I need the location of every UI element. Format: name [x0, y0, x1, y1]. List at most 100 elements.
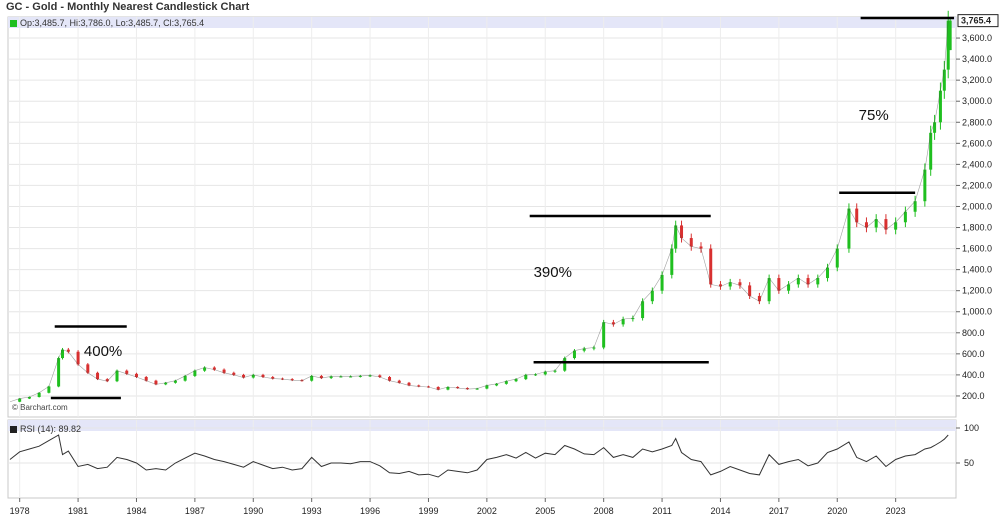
time-tick-label: 1996 — [360, 506, 380, 516]
candle-body — [738, 282, 742, 286]
candle-body — [164, 382, 168, 385]
candle-body — [757, 295, 761, 302]
time-tick-label: 2014 — [710, 506, 730, 516]
candle-body — [47, 386, 51, 393]
candle-body — [942, 69, 946, 91]
time-tick-label: 2005 — [535, 506, 555, 516]
candle-body — [495, 383, 499, 386]
time-tick-label: 1981 — [68, 506, 88, 516]
candle-body — [173, 380, 177, 383]
price-tick-label: 3,200.0 — [962, 75, 992, 85]
candle-body — [86, 364, 90, 373]
candle-body — [27, 397, 31, 399]
candle-body — [475, 388, 479, 390]
time-tick-label: 1984 — [126, 506, 146, 516]
price-tick-label: 3,600.0 — [962, 33, 992, 43]
candle-body — [572, 350, 576, 359]
annotation-label: 75% — [858, 106, 889, 124]
candle-body — [826, 267, 830, 279]
price-tick-label: 600.0 — [962, 349, 985, 359]
candle-body — [57, 358, 61, 387]
rsi-series — [9, 434, 949, 478]
candle-body — [543, 371, 547, 375]
time-tick-label: 2023 — [886, 506, 906, 516]
candle-body — [894, 222, 898, 230]
candle-body — [563, 358, 567, 371]
candle-body — [602, 322, 606, 348]
price-tick-label: 400.0 — [962, 370, 985, 380]
candle-body — [933, 122, 937, 133]
candle-body — [203, 367, 207, 371]
price-tick-label: 1,200.0 — [962, 286, 992, 296]
candle-body — [349, 376, 353, 378]
candle-body — [650, 290, 654, 302]
candle-body — [674, 225, 678, 249]
candle-body — [621, 319, 625, 325]
price-tick-label: 200.0 — [962, 391, 985, 401]
candle-body — [115, 370, 119, 382]
annotation-label: 390% — [533, 263, 572, 281]
close-line — [9, 20, 949, 403]
price-tick-label: 3,000.0 — [962, 96, 992, 106]
ohlc-legend: Op:3,485.7, Hi:3,786.0, Lo:3,485.7, Cl:3… — [10, 18, 204, 28]
candle-body — [18, 398, 22, 402]
credit-text: © Barchart.com — [12, 403, 68, 412]
candle-body — [436, 387, 440, 390]
candle-body — [864, 222, 868, 228]
candle-body — [222, 369, 226, 373]
candle-body — [524, 374, 528, 380]
price-axis: 200.0 400.0 600.0 800.0 1,000.0 1,200.0 1,400.… — [956, 33, 992, 401]
candle-body — [290, 379, 294, 381]
candle-body — [709, 248, 713, 285]
candle-body — [134, 373, 138, 377]
candle-body — [874, 219, 878, 228]
candle-body — [397, 380, 401, 383]
candle-body — [670, 248, 674, 275]
candle-body — [938, 90, 942, 123]
candle-body — [368, 375, 372, 377]
candle-body — [358, 375, 362, 377]
last-price-marker: 3,765.4 — [957, 14, 999, 28]
price-tick-label: 1,600.0 — [962, 244, 992, 254]
candle-body — [553, 370, 557, 372]
candle-body — [660, 274, 664, 291]
time-tick-label: 1999 — [418, 506, 438, 516]
candle-body — [37, 392, 41, 397]
candle-body — [777, 278, 781, 291]
candle-body — [66, 349, 70, 352]
rsi-legend-text: RSI (14): 89.82 — [20, 424, 82, 434]
candle-body — [154, 380, 158, 385]
candle-body — [144, 377, 148, 381]
candle-series — [9, 10, 952, 403]
price-tick-label: 2,800.0 — [962, 117, 992, 127]
candle-body — [485, 385, 489, 389]
rsi-legend: RSI (14): 89.82 — [10, 424, 81, 434]
candle-body — [884, 219, 888, 230]
candle-body — [96, 372, 100, 380]
candle-body — [61, 349, 65, 359]
candle-body — [242, 374, 246, 378]
candle-body — [903, 211, 907, 223]
candle-body — [689, 238, 693, 247]
time-tick-label: 1978 — [10, 506, 30, 516]
candle-body — [946, 20, 950, 70]
price-tick-label: 2,200.0 — [962, 180, 992, 190]
candle-body — [105, 379, 109, 382]
rsi-pane — [7, 419, 957, 499]
candle-body — [378, 375, 382, 377]
candle-body — [212, 367, 216, 370]
time-tick-label: 1990 — [243, 506, 263, 516]
chart-title: GC - Gold - Monthly Nearest Candlestick … — [6, 1, 250, 13]
candle-body — [465, 388, 469, 390]
last-price-box — [957, 14, 999, 28]
candle-body — [847, 208, 851, 249]
candle-body — [310, 375, 314, 381]
candle-body — [417, 385, 421, 387]
candle-body — [446, 387, 450, 390]
candle-body — [855, 208, 859, 223]
candle-body — [125, 370, 129, 374]
rsi-header-band — [8, 420, 956, 431]
candle-body — [329, 376, 333, 379]
candle-body — [816, 278, 820, 285]
rsi-tick-label: 100 — [964, 423, 979, 433]
